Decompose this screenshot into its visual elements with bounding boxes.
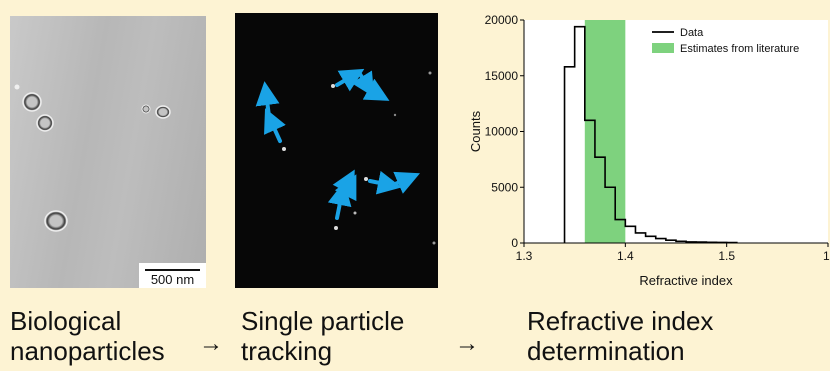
y-tick-label: 5000 xyxy=(491,180,518,194)
vesicle xyxy=(36,114,54,132)
scale-bar-line xyxy=(145,269,200,271)
x-tick-label: 1. xyxy=(823,249,830,263)
nanoparticle-vesicles-drawing xyxy=(14,84,171,232)
vesicle xyxy=(22,92,42,112)
particle-tracks-drawing xyxy=(255,68,436,245)
x-tick-label: 1.5 xyxy=(718,249,735,263)
y-tick-label: 10000 xyxy=(485,125,519,139)
particle-dot xyxy=(393,113,397,117)
scale-bar-label: 500 nm xyxy=(150,272,195,287)
histogram-data-line xyxy=(563,25,738,244)
step-arrow-2: → xyxy=(455,330,479,357)
particle-dot xyxy=(282,147,286,151)
literature-estimate-band xyxy=(584,20,626,243)
caption-biological-nanoparticles: Biological nanoparticles xyxy=(10,306,165,366)
legend-literature-label: Estimates from literature xyxy=(680,43,799,55)
track-arrows xyxy=(255,68,420,220)
legend-data-label: Data xyxy=(680,27,704,39)
x-axis-label: Refractive index xyxy=(639,273,733,288)
particle-dot xyxy=(334,226,338,230)
y-tick-label: 0 xyxy=(511,236,518,250)
x-tick-label: 1.3 xyxy=(516,249,533,263)
vesicle xyxy=(141,104,151,114)
particle-dot xyxy=(432,241,436,245)
particle-dot xyxy=(331,84,335,88)
step-arrow-1: → xyxy=(199,330,223,357)
vesicle xyxy=(44,210,68,232)
y-tick-label: 15000 xyxy=(485,69,519,83)
vesicle xyxy=(155,105,171,119)
x-tick-label: 1.4 xyxy=(617,249,634,263)
small-particle xyxy=(14,84,20,90)
histogram-svg: 0 5000 10000 15000 20000 1.3 1.4 1.5 1. Refractiv… xyxy=(468,13,830,288)
refractive-index-histogram: 0 5000 10000 15000 20000 1.3 1.4 1.5 1. Refractiv… xyxy=(466,6,830,292)
caption-single-particle-tracking: Single particle tracking xyxy=(241,306,405,366)
caption-refractive-index-determination: Refractive index determination xyxy=(527,306,714,366)
particle-dot xyxy=(428,71,432,75)
electron-micrograph-image: 500 nm xyxy=(10,16,206,288)
scale-bar: 500 nm xyxy=(139,263,206,288)
y-axis-label: Counts xyxy=(468,110,483,152)
legend-literature-swatch xyxy=(652,43,674,53)
particle-dot xyxy=(353,211,357,215)
particle-tracking-image xyxy=(235,13,438,288)
particle-dot xyxy=(364,177,368,181)
y-tick-label: 20000 xyxy=(485,13,519,27)
